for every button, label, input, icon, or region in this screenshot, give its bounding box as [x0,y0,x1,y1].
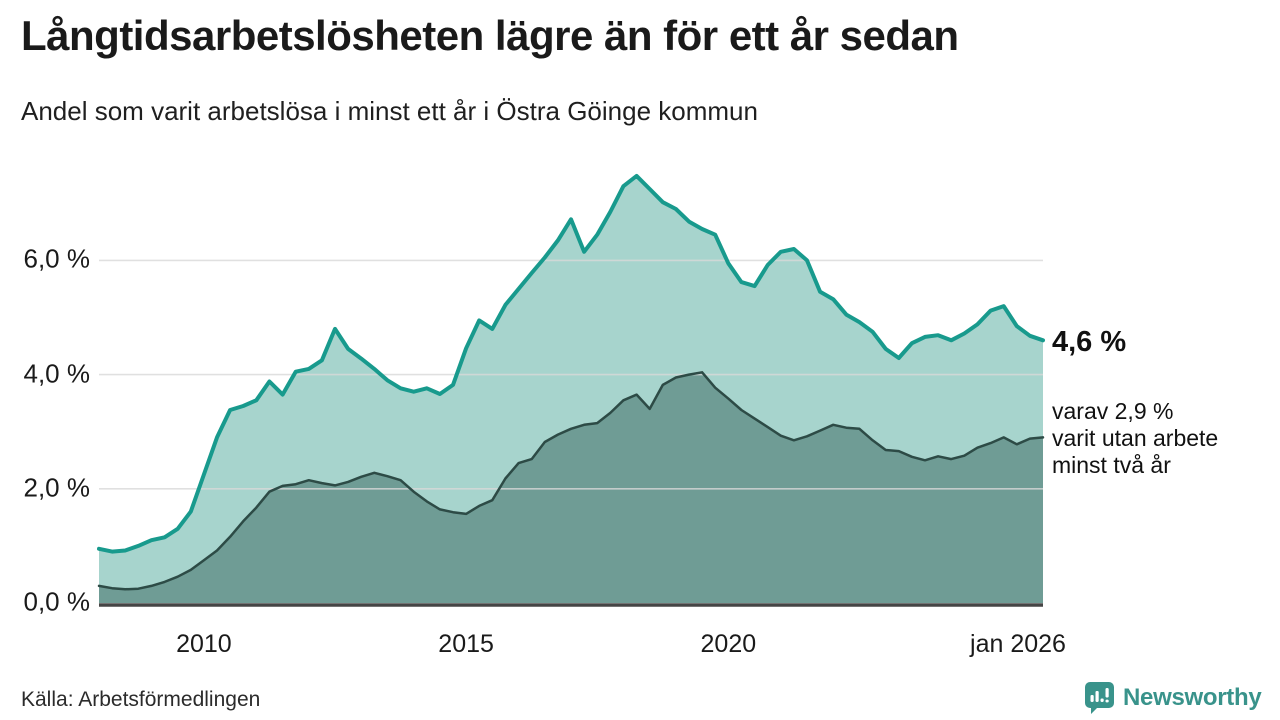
newsworthy-logo-icon [1084,681,1115,715]
source-label: Källa: Arbetsförmedlingen [21,688,261,711]
line-one-year [97,173,1045,554]
x-tick-label: 2015 [438,630,494,658]
area-fill-two-years [99,372,1043,603]
chart-title: Långtidsarbetslösheten lägre än för ett … [21,12,959,59]
newsworthy-logo: Newsworthy [1084,681,1262,715]
x-tick-label: 2010 [176,630,232,658]
newsworthy-logo-text: Newsworthy [1123,684,1262,711]
chart-subtitle: Andel som varit arbetslösa i minst ett å… [21,96,758,126]
y-tick-label: 4,0 % [23,357,91,388]
y-tick-label: 0,0 % [23,586,91,617]
y-tick-label: 6,0 % [23,243,91,274]
x-tick-label: 2020 [700,630,757,658]
x-tick-label: jan 2026 [970,630,1066,658]
line-two-years [97,371,1045,591]
secondary-annotation: varav 2,9 % varit utan arbete minst två … [1052,398,1219,478]
latest-value-annotation: 4,6 % [1052,326,1127,358]
y-tick-label: 2,0 % [23,472,91,503]
